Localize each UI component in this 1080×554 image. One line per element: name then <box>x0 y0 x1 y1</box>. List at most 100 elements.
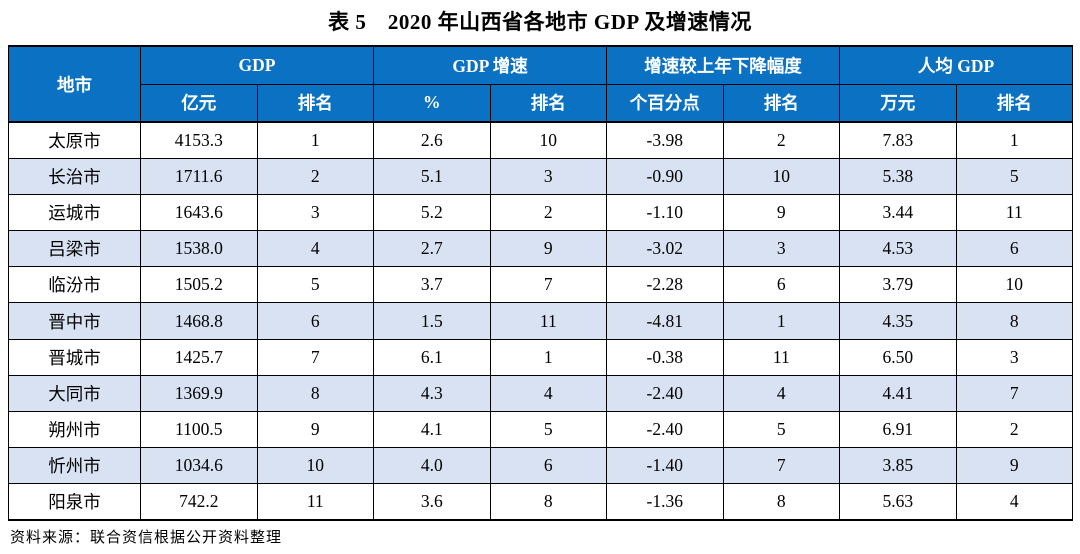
city-cell: 阳泉市 <box>8 483 141 521</box>
table-row: 长治市 1711.6 2 5.1 3 -0.90 10 5.38 5 <box>8 157 1074 195</box>
per-capita-value-cell: 6.50 <box>839 338 957 376</box>
column-header-per-capita-unit: 万元 <box>839 83 957 123</box>
gdp-data-table: 地市 GDP GDP 增速 增速较上年下降幅度 人均 GDP 亿元 排名 % 排… <box>8 45 1074 522</box>
city-cell: 运城市 <box>8 193 141 232</box>
growth-value-cell: 5.1 <box>373 157 491 195</box>
table-row: 太原市 4153.3 1 2.6 10 -3.98 2 7.83 1 <box>8 121 1074 159</box>
header-group-row: 地市 GDP GDP 增速 增速较上年下降幅度 人均 GDP <box>8 46 1074 123</box>
table-row: 大同市 1369.9 8 4.3 4 -2.40 4 4.41 7 <box>8 374 1074 413</box>
gdp-rank-cell: 1 <box>256 121 375 159</box>
decline-value-cell: -3.98 <box>606 121 724 159</box>
decline-rank-cell: 11 <box>722 338 841 376</box>
growth-value-cell: 5.2 <box>373 193 491 232</box>
per-capita-rank-cell: 1 <box>955 121 1074 159</box>
decline-rank-cell: 6 <box>722 266 841 304</box>
growth-value-cell: 4.0 <box>373 447 491 485</box>
per-capita-value-cell: 4.53 <box>839 230 957 268</box>
growth-value-cell: 6.1 <box>373 338 491 376</box>
gdp-rank-cell: 8 <box>256 374 375 413</box>
per-capita-rank-cell: 10 <box>955 266 1074 304</box>
growth-rank-cell: 3 <box>489 157 608 195</box>
decline-rank-cell: 3 <box>722 230 841 268</box>
gdp-value-cell: 4153.3 <box>140 121 258 159</box>
growth-rank-cell: 7 <box>489 266 608 304</box>
per-capita-rank-cell: 4 <box>955 483 1074 521</box>
gdp-rank-cell: 10 <box>256 447 375 485</box>
gdp-value-cell: 1369.9 <box>140 374 258 413</box>
per-capita-rank-cell: 9 <box>955 447 1074 485</box>
growth-rank-cell: 5 <box>489 410 608 449</box>
per-capita-value-cell: 5.38 <box>839 157 957 195</box>
column-group-gdp-growth: GDP 增速 <box>373 46 608 85</box>
decline-rank-cell: 5 <box>722 410 841 449</box>
city-cell: 太原市 <box>8 121 141 159</box>
growth-rank-cell: 10 <box>489 121 608 159</box>
gdp-value-cell: 1538.0 <box>140 230 258 268</box>
city-cell: 晋中市 <box>8 302 141 340</box>
decline-value-cell: -2.28 <box>606 266 724 304</box>
per-capita-value-cell: 7.83 <box>839 121 957 159</box>
source-note: 资料来源：联合资信根据公开资料整理 <box>10 530 283 547</box>
per-capita-rank-cell: 11 <box>955 193 1074 232</box>
per-capita-rank-cell: 8 <box>955 302 1074 340</box>
column-header-gdp-rank: 排名 <box>256 83 375 123</box>
city-cell: 临汾市 <box>8 266 141 304</box>
column-header-per-capita-rank: 排名 <box>955 83 1074 123</box>
decline-value-cell: -3.02 <box>606 230 724 268</box>
table-header: 地市 GDP GDP 增速 增速较上年下降幅度 人均 GDP 亿元 排名 % 排… <box>8 46 1074 123</box>
gdp-rank-cell: 5 <box>256 266 375 304</box>
table-row: 忻州市 1034.6 10 4.0 6 -1.40 7 3.85 9 <box>8 447 1074 485</box>
column-group-decline: 增速较上年下降幅度 <box>606 46 841 85</box>
table-row: 运城市 1643.6 3 5.2 2 -1.10 9 3.44 11 <box>8 193 1074 232</box>
column-group-gdp: GDP <box>139 46 375 85</box>
gdp-value-cell: 742.2 <box>140 483 258 521</box>
per-capita-value-cell: 4.35 <box>839 302 957 340</box>
per-capita-rank-cell: 3 <box>955 338 1074 376</box>
column-header-city: 地市 <box>8 46 141 123</box>
growth-value-cell: 3.7 <box>373 266 491 304</box>
decline-value-cell: -2.40 <box>606 410 724 449</box>
growth-value-cell: 1.5 <box>373 302 491 340</box>
per-capita-rank-cell: 2 <box>955 410 1074 449</box>
table-row: 阳泉市 742.2 11 3.6 8 -1.36 8 5.63 4 <box>8 483 1074 521</box>
per-capita-value-cell: 3.85 <box>839 447 957 485</box>
per-capita-rank-cell: 6 <box>955 230 1074 268</box>
gdp-rank-cell: 7 <box>256 338 375 376</box>
table-row: 晋城市 1425.7 7 6.1 1 -0.38 11 6.50 3 <box>8 338 1074 376</box>
gdp-value-cell: 1643.6 <box>140 193 258 232</box>
table-row: 临汾市 1505.2 5 3.7 7 -2.28 6 3.79 10 <box>8 266 1074 304</box>
growth-value-cell: 3.6 <box>373 483 491 521</box>
decline-rank-cell: 9 <box>722 193 841 232</box>
growth-value-cell: 4.3 <box>373 374 491 413</box>
decline-value-cell: -1.40 <box>606 447 724 485</box>
city-cell: 吕梁市 <box>8 230 141 268</box>
column-group-per-capita-gdp: 人均 GDP <box>839 46 1074 85</box>
column-header-growth-unit: % <box>373 83 491 123</box>
per-capita-value-cell: 4.41 <box>839 374 957 413</box>
growth-value-cell: 2.7 <box>373 230 491 268</box>
decline-value-cell: -2.40 <box>606 374 724 413</box>
per-capita-value-cell: 3.44 <box>839 193 957 232</box>
column-header-decline-rank: 排名 <box>722 83 841 123</box>
decline-rank-cell: 2 <box>722 121 841 159</box>
gdp-rank-cell: 4 <box>256 230 375 268</box>
growth-rank-cell: 9 <box>489 230 608 268</box>
growth-rank-cell: 4 <box>489 374 608 413</box>
gdp-value-cell: 1100.5 <box>140 410 258 449</box>
decline-rank-cell: 8 <box>722 483 841 521</box>
decline-value-cell: -0.38 <box>606 338 724 376</box>
per-capita-rank-cell: 5 <box>955 157 1074 195</box>
growth-rank-cell: 6 <box>489 447 608 485</box>
column-header-decline-unit: 个百分点 <box>606 83 724 123</box>
table-body: 太原市 4153.3 1 2.6 10 -3.98 2 7.83 1 长治市 1… <box>8 121 1074 521</box>
gdp-value-cell: 1711.6 <box>140 157 258 195</box>
table-row: 朔州市 1100.5 9 4.1 5 -2.40 5 6.91 2 <box>8 410 1074 449</box>
decline-value-cell: -1.10 <box>606 193 724 232</box>
decline-value-cell: -1.36 <box>606 483 724 521</box>
gdp-rank-cell: 6 <box>256 302 375 340</box>
growth-value-cell: 2.6 <box>373 121 491 159</box>
table-row: 晋中市 1468.8 6 1.5 11 -4.81 1 4.35 8 <box>8 302 1074 340</box>
decline-value-cell: -0.90 <box>606 157 724 195</box>
per-capita-value-cell: 5.63 <box>839 483 957 521</box>
gdp-rank-cell: 11 <box>256 483 375 521</box>
